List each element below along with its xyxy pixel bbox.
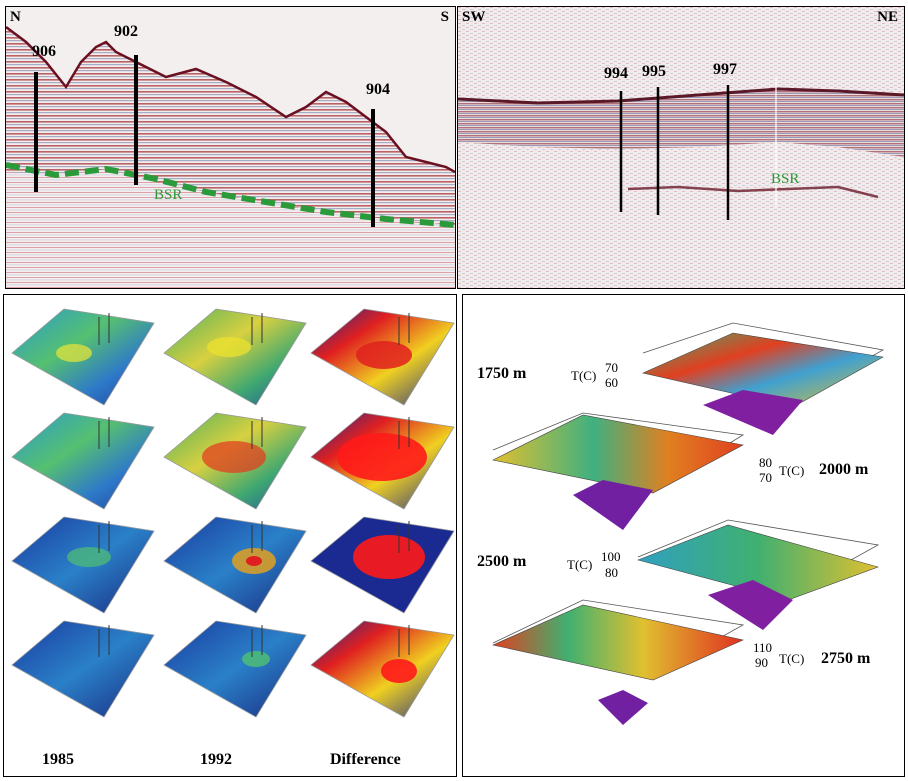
surface-2500m — [637, 519, 880, 630]
left-direction-label: SW — [462, 9, 486, 25]
well-label-994: 994 — [604, 65, 628, 82]
tick-2750m-low: 90 — [755, 655, 768, 670]
bsr-label: BSR — [771, 171, 800, 187]
difference-label: Difference — [330, 751, 401, 768]
well-label-902: 902 — [114, 23, 138, 40]
map-1992-row4 — [163, 620, 307, 718]
map-difference-row2 — [310, 412, 455, 510]
year-label-1992: 1992 — [200, 751, 232, 768]
temperature-surfaces-panel: 1750 m T(C) 70 60 80 70 T(C) 2000 m 2500… — [462, 294, 905, 777]
year-label-1985: 1985 — [42, 751, 74, 768]
tick-1750m-low: 60 — [605, 375, 618, 390]
tick-2000m-high: 80 — [759, 455, 772, 470]
well-label-995: 995 — [642, 63, 666, 80]
surface-2000m — [492, 412, 745, 530]
axis-label-1750m: T(C) — [571, 368, 597, 383]
depth-label-1750m: 1750 m — [477, 365, 527, 382]
depth-label-2500m: 2500 m — [477, 553, 527, 570]
well-label-904: 904 — [366, 81, 390, 98]
well-label-906: 906 — [32, 43, 56, 60]
map-difference-row3 — [310, 516, 455, 614]
surface-1750m — [642, 322, 885, 435]
map-1985-row3 — [11, 516, 155, 614]
map-1992-row1 — [163, 308, 307, 406]
surface-2750m — [492, 599, 745, 725]
map-1985-row2 — [11, 412, 155, 510]
bsr-label: BSR — [154, 187, 183, 203]
right-direction-label: S — [440, 9, 449, 25]
well-sticks — [98, 313, 410, 657]
well-label-997: 997 — [713, 61, 737, 78]
seismic-section-b — [458, 7, 904, 288]
time-lapse-map-grid — [11, 308, 455, 718]
map-1992-row3 — [163, 516, 307, 614]
right-direction-label: NE — [877, 9, 898, 25]
tick-2500m-low: 80 — [605, 565, 618, 580]
map-difference-row4 — [310, 620, 455, 718]
map-1985-row1 — [11, 308, 155, 406]
tick-2750m-high: 110 — [753, 640, 773, 655]
seismic-panel-north-south: N S 906 902 904 BSR — [5, 6, 456, 289]
map-1992-row2 — [163, 412, 307, 510]
depth-label-2000m: 2000 m — [819, 461, 869, 478]
tick-2500m-high: 100 — [601, 549, 621, 564]
left-direction-label: N — [10, 9, 21, 25]
depth-label-2750m: 2750 m — [821, 650, 871, 667]
axis-label-2000m: T(C) — [779, 463, 805, 478]
map-difference-row1 — [310, 308, 455, 406]
axis-label-2500m: T(C) — [567, 557, 593, 572]
seismic-panel-southwest-northeast: SW NE 994 995 997 BSR — [457, 6, 905, 289]
tick-2000m-low: 70 — [759, 470, 772, 485]
tick-1750m-high: 70 — [605, 360, 618, 375]
temperature-surface-stack — [492, 322, 885, 725]
map-1985-row4 — [11, 620, 155, 718]
axis-label-2750m: T(C) — [779, 651, 805, 666]
time-lapse-maps-panel: 1985 1992 Difference — [3, 294, 457, 777]
seismic-section-a — [6, 26, 455, 288]
